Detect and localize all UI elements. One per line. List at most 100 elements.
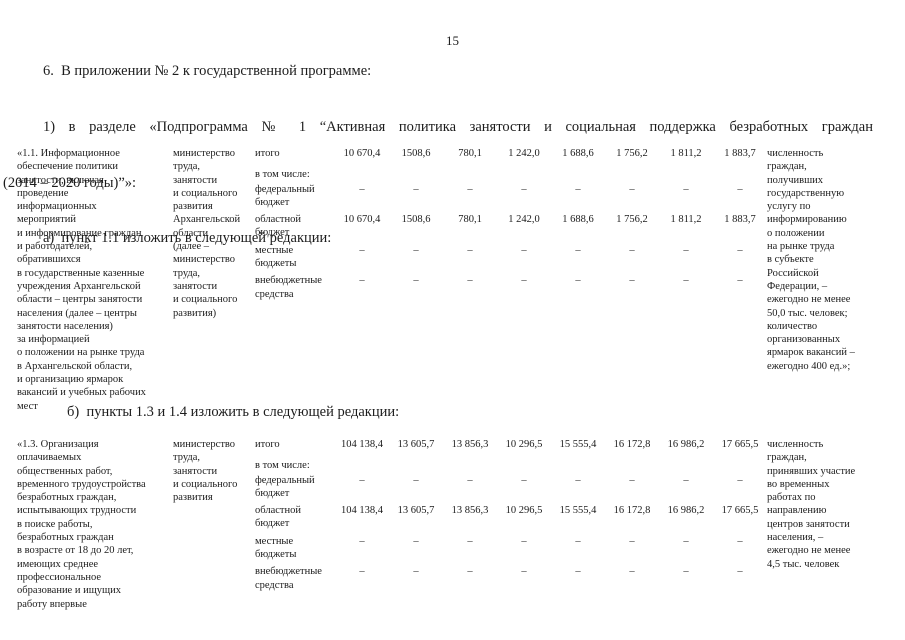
funding-value: – (359, 535, 365, 547)
paragraph-item-a: а) пункт 1.1 изложить в следующей редакц… (43, 230, 332, 247)
funding-value: – (629, 474, 635, 486)
funding-value: – (737, 275, 743, 287)
funding-value: – (629, 183, 635, 195)
funding-value: – (521, 244, 527, 256)
funding-source-label: в том числе: (255, 460, 310, 472)
funding-value: – (467, 474, 473, 486)
funding-value: 104 138,4 (341, 505, 383, 517)
funding-value: 1 756,2 (616, 148, 648, 159)
funding-value: 15 555,4 (559, 439, 597, 450)
funding-value: – (413, 566, 419, 578)
funding-value: 17 665,5 (721, 505, 759, 517)
table-funding-row: федеральный бюджет – – – – – – – – (255, 183, 767, 210)
funding-value: – (359, 474, 365, 486)
table-funding-row: внебюджетные средства – – – – – – – – (255, 565, 767, 592)
table-funding-row: внебюджетные средства – – – – – – – – (255, 274, 767, 301)
funding-value: – (737, 244, 743, 256)
table-point-1-1: «1.1. Информационное обеспечение политик… (17, 147, 892, 413)
funding-value: 1 811,2 (670, 214, 702, 226)
funding-value: – (467, 275, 473, 287)
funding-value: 13 856,3 (451, 505, 489, 517)
table-funding-rows: итого 10 670,4 1508,6 780,1 1 242,0 1 688,6 1 … (255, 147, 767, 305)
paragraph-item-6: 6. В приложении № 2 к государственной пр… (43, 63, 372, 79)
table-funding-row: в том числе: (255, 459, 767, 472)
funding-value: 16 986,2 (667, 439, 705, 450)
table-funding-row: итого 10 670,4 1508,6 780,1 1 242,0 1 688,6 1 … (255, 147, 767, 160)
funding-value: – (737, 474, 743, 486)
funding-value: 780,1 (458, 214, 482, 226)
funding-value: 10 296,5 (505, 439, 543, 450)
funding-value: – (575, 275, 581, 287)
funding-value: 1 811,2 (670, 148, 702, 159)
funding-value: – (737, 183, 743, 195)
table-funding-row: областной бюджет 104 138,4 13 605,7 13 856,… (255, 504, 767, 531)
funding-value: – (683, 183, 689, 195)
funding-value: 1 242,0 (508, 148, 540, 159)
funding-value: – (629, 566, 635, 578)
funding-value: 10 670,4 (343, 214, 381, 226)
funding-value: – (359, 244, 365, 256)
funding-source-label: областной бюджет (255, 214, 301, 239)
page-number: 15 (446, 33, 459, 48)
funding-value: 104 138,4 (341, 439, 383, 450)
funding-value: 1 688,6 (562, 214, 594, 226)
funding-source-label: федеральный бюджет (255, 474, 315, 499)
table-activity-cell: «1.1. Информационное обеспечение политик… (17, 148, 146, 412)
funding-value: – (413, 183, 419, 195)
funding-value: 10 296,5 (505, 505, 543, 517)
funding-value: – (521, 535, 527, 547)
funding-value: – (629, 275, 635, 287)
funding-value: – (359, 566, 365, 578)
funding-value: – (467, 535, 473, 547)
funding-source-label: внебюджетные средства (255, 275, 322, 300)
funding-value: 780,1 (458, 148, 482, 159)
funding-value: – (629, 535, 635, 547)
funding-value: – (737, 535, 743, 547)
funding-value: – (359, 183, 365, 195)
funding-value: – (683, 535, 689, 547)
table-indicator-cell: численность граждан, получивших государс… (767, 148, 855, 372)
table-funding-row: местные бюджеты – – – – – – – – (255, 244, 767, 271)
paragraph-item-1-line-2: (2014 – 2020 годы)”»: (3, 174, 137, 191)
funding-value: 1508,6 (401, 214, 431, 226)
funding-value: 10 670,4 (343, 148, 381, 159)
table-executor-cell: министерство труда, занятости и социальн… (173, 439, 238, 504)
funding-value: 1508,6 (401, 148, 431, 159)
funding-source-label: итого (255, 148, 280, 159)
funding-value: – (629, 244, 635, 256)
funding-source-label: внебюджетные средства (255, 566, 322, 591)
paragraph-item-1: 1) в разделе «Подпрограмма № 1 “Активная… (3, 81, 873, 230)
funding-source-label: областной бюджет (255, 505, 301, 530)
funding-value: 16 986,2 (667, 505, 705, 517)
funding-value: 16 172,8 (613, 439, 651, 450)
table-funding-row: в том числе: (255, 168, 767, 181)
table-funding-row: федеральный бюджет – – – – – – – – (255, 474, 767, 501)
funding-value: 13 856,3 (451, 439, 489, 450)
funding-value: – (521, 566, 527, 578)
table-executor-cell: министерство труда, занятости и социальн… (173, 148, 241, 319)
funding-value: 1 756,2 (616, 214, 648, 226)
funding-source-label: местные бюджеты (255, 244, 297, 270)
funding-value: 1 883,7 (724, 148, 756, 159)
paragraph-item-b: б) пункты 1.3 и 1.4 изложить в следующей… (67, 404, 400, 420)
funding-source-label: местные бюджеты (255, 535, 297, 561)
table-funding-row: итого 104 138,4 13 605,7 13 856,3 10 296,5 15… (255, 438, 767, 451)
funding-value: – (413, 244, 419, 256)
funding-value: 15 555,4 (559, 505, 597, 517)
funding-value: – (413, 535, 419, 547)
funding-source-label: итого (255, 439, 280, 450)
funding-value: – (359, 275, 365, 287)
table-funding-rows: итого 104 138,4 13 605,7 13 856,3 10 296,5 15… (255, 438, 767, 596)
funding-value: 1 883,7 (724, 214, 756, 226)
table-activity-cell: «1.3. Организация оплачиваемых обществен… (17, 439, 146, 610)
funding-value: – (521, 474, 527, 486)
funding-value: – (575, 183, 581, 195)
table-point-1-3: «1.3. Организация оплачиваемых обществен… (17, 438, 892, 611)
funding-value: – (683, 566, 689, 578)
funding-value: – (575, 244, 581, 256)
funding-source-label: федеральный бюджет (255, 183, 315, 208)
funding-value: 1 242,0 (508, 214, 540, 226)
funding-value: 13 605,7 (397, 505, 435, 517)
table-indicator-cell: численность граждан, принявших участие в… (767, 439, 856, 570)
funding-value: 17 665,5 (721, 439, 759, 450)
